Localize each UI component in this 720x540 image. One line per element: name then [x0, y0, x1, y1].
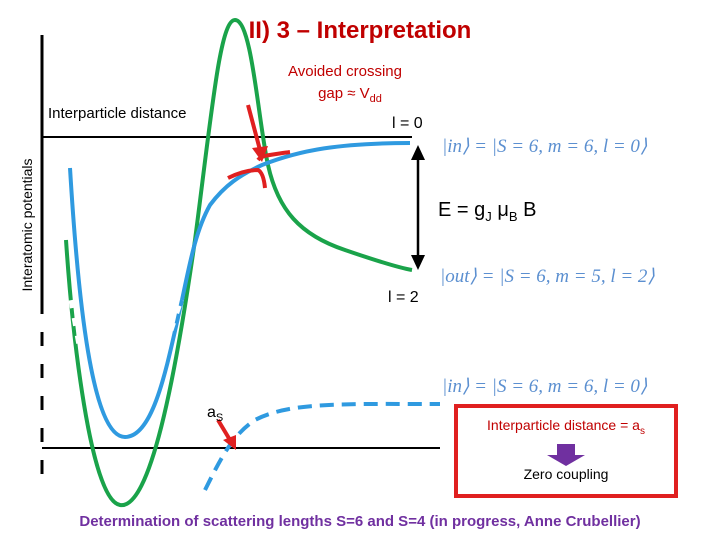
footer: Determination of scattering lengths S=6 …: [79, 513, 640, 530]
avoided-crossing-highlight: [256, 150, 291, 162]
as-text: a: [207, 404, 216, 421]
box-main: Interparticle distance = a: [487, 417, 640, 433]
arrow-head: [411, 255, 425, 270]
potential-curve-l0: [180, 141, 411, 301]
arrow-head: [411, 145, 425, 160]
energy-sub: J: [485, 209, 492, 224]
energy-text: E = g: [438, 199, 485, 221]
energy-text: B: [518, 199, 537, 221]
potential-curve-l2: [64, 17, 413, 508]
annotation-sub: dd: [370, 93, 382, 105]
arrow: [246, 104, 262, 151]
annotation-text: gap ≈ V: [318, 85, 370, 102]
scattering-curve: [203, 401, 441, 491]
energy-sub: B: [509, 209, 518, 224]
channel-label: l = 2: [388, 289, 419, 306]
avoided-crossing-highlight: [227, 167, 267, 189]
channel-label: l = 0: [392, 115, 423, 132]
arrow-head: [223, 435, 236, 450]
annotation: gap ≈ Vdd: [318, 85, 382, 105]
curve-break: [166, 298, 184, 332]
box-sub: s: [640, 426, 645, 437]
arrow-head: [252, 146, 268, 162]
title: II) 3 – Interpretation: [249, 17, 472, 44]
ket-label: |out⟩ = |S = 6, m = 5, l = 2⟩: [440, 266, 655, 287]
annotation: Avoided crossing: [288, 63, 402, 80]
box-result: Zero coupling: [524, 466, 609, 482]
as-label: aS: [207, 404, 223, 424]
down-arrow: [547, 444, 585, 466]
energy-label: E = gJ μB B: [438, 199, 536, 224]
curve-break: [68, 299, 84, 346]
ket-label: |in⟩ = |S = 6, m = 6, l = 0⟩: [442, 136, 648, 157]
highlight-box: [454, 404, 678, 498]
box-text: Interparticle distance = as: [487, 417, 645, 437]
axis-label: Interatomic potentials: [19, 158, 35, 291]
potential-curve-l0: [68, 167, 184, 440]
as-sub: S: [216, 412, 223, 424]
energy-text: μ: [492, 199, 509, 221]
ket-label: |in⟩ = |S = 6, m = 6, l = 0⟩: [442, 376, 648, 397]
axis-label: Interparticle distance: [48, 105, 186, 122]
arrow: [216, 418, 232, 442]
